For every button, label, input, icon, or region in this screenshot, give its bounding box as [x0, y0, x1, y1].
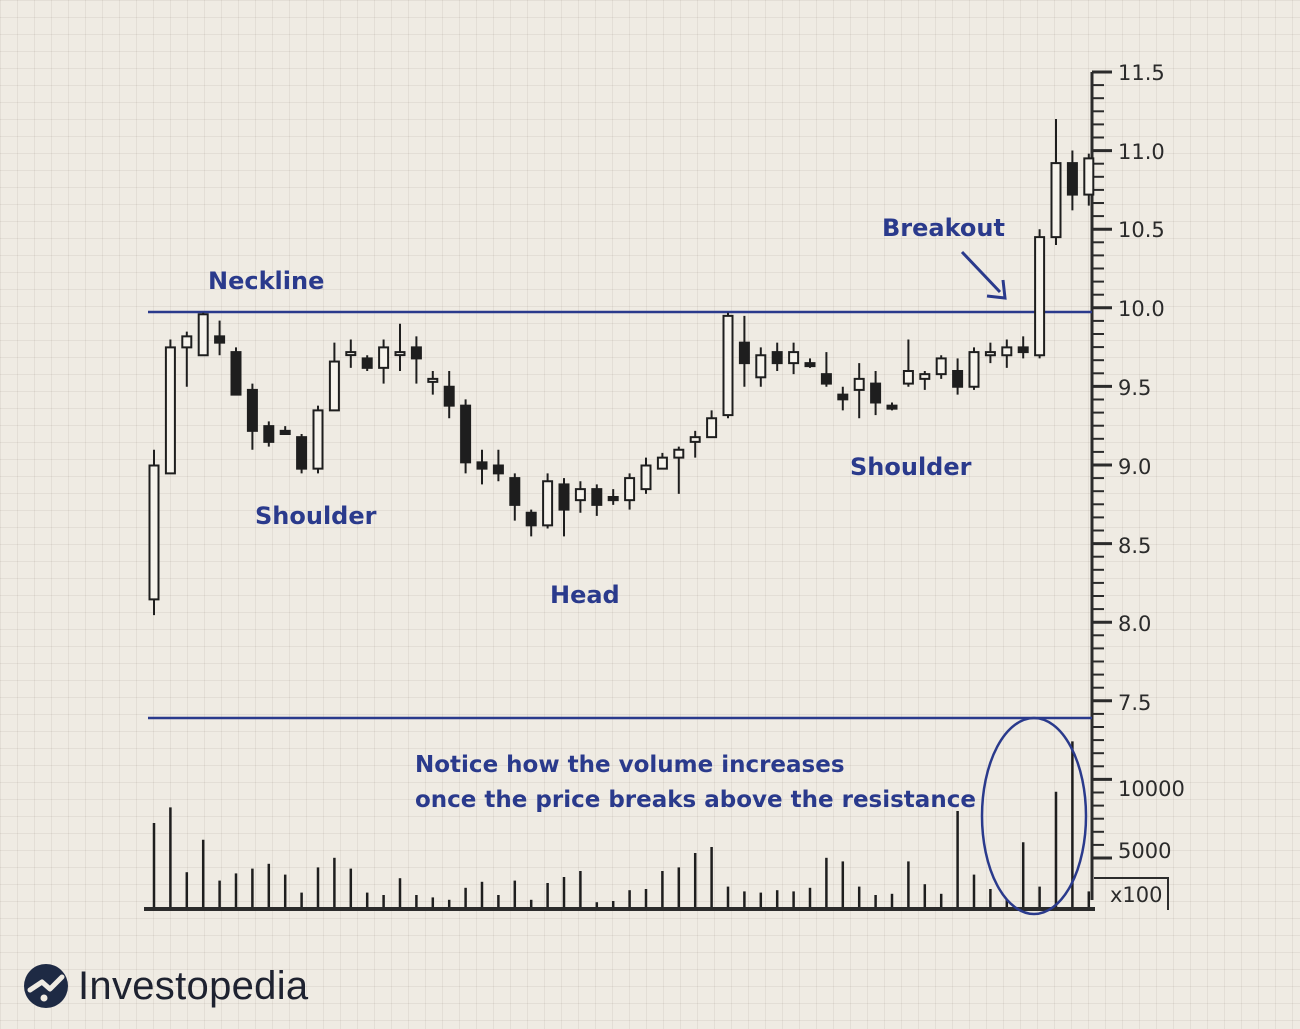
price-tick-label: 10.5	[1118, 218, 1165, 242]
candle	[181, 331, 193, 387]
candle	[804, 358, 816, 368]
candle	[509, 473, 521, 521]
candle	[952, 358, 964, 395]
candle	[1017, 336, 1029, 359]
candle	[984, 342, 996, 364]
price-axis-labels: 11.5 11.0 10.5 10.0 9.5 9.0 8.5 8.0 7.5	[1118, 61, 1165, 715]
candle	[607, 489, 619, 505]
volume-highlight-ellipse	[980, 716, 1088, 916]
candle	[492, 449, 504, 482]
candle	[345, 339, 357, 368]
candle	[279, 426, 291, 436]
candle	[837, 386, 849, 411]
candle	[771, 342, 783, 371]
candle	[148, 449, 160, 616]
candle	[853, 363, 865, 419]
volume-note-line-2: once the price breaks above the resistan…	[415, 787, 976, 813]
candle	[558, 478, 570, 537]
candle	[820, 352, 832, 387]
head-label: Head	[550, 581, 620, 609]
candle	[738, 315, 750, 387]
price-tick-label: 11.0	[1118, 140, 1165, 164]
candle	[164, 339, 176, 475]
candle	[656, 452, 668, 470]
candle	[410, 336, 422, 384]
price-tick-label: 11.5	[1118, 61, 1165, 85]
candle	[722, 312, 734, 419]
right-shoulder-label: Shoulder	[850, 453, 972, 481]
candle	[1001, 339, 1013, 368]
candle	[263, 421, 275, 447]
candle	[542, 473, 554, 529]
candle	[591, 484, 603, 516]
price-axis-ticks	[1092, 70, 1112, 860]
price-tick-label: 8.5	[1118, 534, 1151, 558]
volume-tick-label: 10000	[1118, 777, 1185, 801]
candlesticks	[148, 119, 1095, 616]
left-shoulder-label: Shoulder	[255, 502, 377, 530]
price-tick-label: 8.0	[1118, 612, 1151, 636]
volume-tick-label: 5000	[1118, 839, 1171, 863]
candle	[460, 399, 472, 474]
candle	[919, 371, 931, 390]
candle	[624, 473, 636, 510]
candle	[706, 410, 718, 439]
neckline-label: Neckline	[208, 267, 324, 295]
candle	[394, 323, 406, 371]
investopedia-logo: Investopedia	[22, 958, 308, 1014]
candle	[1083, 153, 1095, 206]
candle	[361, 355, 373, 371]
candle	[1066, 150, 1078, 211]
candle	[1034, 229, 1046, 359]
brand-name: Investopedia	[78, 963, 309, 1008]
candle	[476, 449, 488, 485]
candle	[525, 509, 537, 537]
candle	[197, 312, 209, 357]
candle	[935, 355, 947, 379]
candle	[312, 405, 324, 474]
candle	[640, 457, 652, 494]
candle	[574, 481, 586, 513]
price-tick-label: 9.0	[1118, 455, 1151, 479]
candle	[870, 371, 882, 416]
volume-unit-bracket	[1094, 877, 1169, 910]
candle	[886, 402, 898, 411]
breakout-label: Breakout	[882, 214, 1005, 242]
candle	[673, 446, 685, 494]
candle	[328, 342, 340, 412]
candle	[230, 347, 242, 396]
candle	[427, 371, 439, 395]
volume-note-line-1: Notice how the volume increases	[415, 752, 845, 778]
price-tick-label: 9.5	[1118, 376, 1151, 400]
candle	[214, 320, 226, 356]
candle	[1050, 119, 1062, 245]
candle	[968, 347, 980, 390]
price-tick-label: 10.0	[1118, 297, 1165, 321]
candle	[246, 383, 258, 450]
candle	[755, 347, 767, 387]
breakout-arrow-icon	[960, 250, 1007, 300]
investopedia-logo-icon	[24, 964, 68, 1008]
candle	[788, 342, 800, 375]
candle	[443, 371, 455, 419]
candle	[902, 339, 914, 387]
candle	[296, 434, 308, 474]
price-tick-label: 7.5	[1118, 691, 1151, 715]
volume-unit-label: x100	[1110, 883, 1163, 907]
candle	[689, 430, 701, 458]
candle	[378, 339, 390, 384]
